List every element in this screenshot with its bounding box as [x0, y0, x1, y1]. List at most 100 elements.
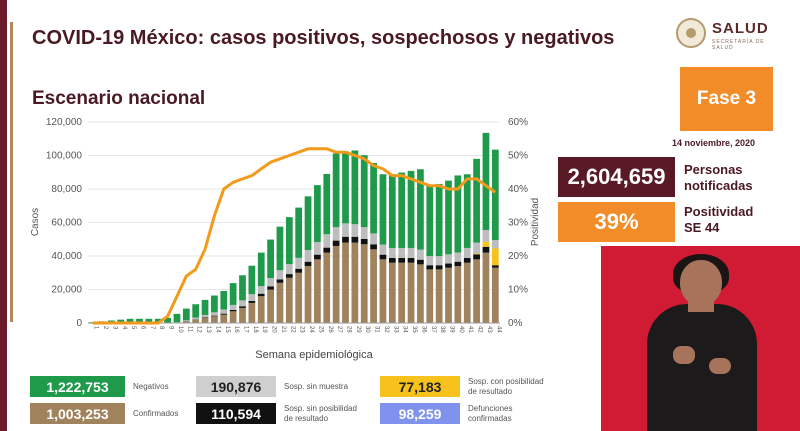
bar-segment — [276, 282, 284, 323]
bar-segment — [351, 236, 359, 243]
bar-segment — [285, 217, 293, 265]
bar-segment — [323, 252, 331, 323]
bar-segment — [220, 313, 228, 315]
bar-segment — [117, 319, 125, 323]
page-title: COVID-19 México: casos positivos, sospec… — [32, 27, 615, 49]
bar-segment — [295, 272, 303, 323]
bar-segment — [182, 320, 190, 322]
x-tick-label: 43 — [486, 326, 492, 333]
bar-segment — [473, 242, 480, 254]
bar-segment — [201, 299, 209, 315]
bar-segment — [164, 317, 171, 323]
x-tick-label: 22 — [289, 326, 295, 333]
x-tick-label: 1 — [93, 326, 99, 330]
bar-segment — [435, 183, 443, 256]
x-tick-label: 40 — [458, 326, 464, 333]
y2-tick-label: 30% — [508, 218, 528, 229]
bar-segment — [323, 234, 331, 248]
y2-axis-label: Positividad — [530, 198, 541, 246]
kpi-positivity-label: Positividad SE 44 — [684, 204, 753, 236]
bar-segment — [136, 318, 143, 323]
bar-segment — [154, 318, 162, 323]
bar-segment — [342, 223, 349, 237]
bar-segment — [360, 155, 368, 228]
x-tick-label: 13 — [205, 326, 211, 333]
bar-segment — [454, 261, 462, 267]
bar-segment — [267, 239, 274, 279]
bar-segment — [435, 265, 443, 270]
bar-segment — [473, 259, 480, 323]
bar-segment — [445, 254, 452, 264]
bar-segment — [304, 261, 312, 267]
phase-badge: Fase 3 — [680, 67, 773, 131]
bar-segment — [267, 278, 274, 287]
bar-segment — [360, 227, 368, 239]
bar-segment — [417, 264, 424, 323]
bar-segment — [182, 308, 190, 321]
bar-segment — [426, 256, 434, 266]
bar-segment — [398, 247, 406, 259]
x-tick-label: 2 — [102, 326, 108, 330]
x-tick-label: 28 — [346, 326, 352, 333]
bar-segment — [342, 236, 349, 243]
page-subtitle: Escenario nacional — [32, 88, 206, 109]
bar-segment — [332, 227, 340, 241]
bar-segment — [463, 247, 471, 259]
y2-tick-label: 0% — [508, 318, 523, 329]
bar-segment — [276, 226, 284, 271]
interpreter-face — [680, 260, 722, 306]
bar-segment — [388, 262, 396, 323]
bar-segment — [295, 207, 303, 258]
bar-segment — [332, 240, 340, 246]
bar-segment — [482, 246, 490, 253]
y2-tick-label: 10% — [508, 285, 528, 296]
x-tick-label: 8 — [158, 326, 164, 330]
bar-segment — [482, 252, 490, 323]
bar-segment — [398, 262, 406, 323]
x-tick-label: 21 — [280, 326, 286, 333]
x-tick-label: 35 — [411, 326, 417, 333]
y2-tick-label: 20% — [508, 251, 528, 262]
cases-chart: 0 20,000 40,000 60,000 80,000 100,000 120,000 0… — [30, 117, 541, 361]
legend-sosp-con-posibilidad-label: Sosp. con posibilidad de resultado — [468, 377, 544, 396]
bar-segment — [379, 174, 387, 245]
bar-segment — [323, 173, 331, 235]
bar-segment — [314, 259, 321, 323]
bar-segment — [285, 277, 293, 323]
bar-segment — [220, 314, 228, 323]
x-tick-label: 16 — [233, 326, 239, 333]
bar-segment — [445, 267, 452, 323]
bar-segment — [342, 242, 349, 323]
bar-segment — [407, 262, 415, 323]
bar-segment — [229, 311, 237, 323]
bar-segment — [276, 279, 284, 283]
x-axis-label: Semana epidemiológica — [255, 349, 373, 361]
legend-sosp-sin-posibilidad-label: Sosp. sin posibilidad de resultado — [284, 404, 357, 423]
bar-segment — [491, 265, 499, 268]
salud-logo: SALUD SECRETARÍA DE SALUD — [676, 18, 788, 52]
bar-segment — [248, 265, 256, 295]
bar-segment — [398, 258, 406, 263]
x-tick-label: 20 — [271, 326, 277, 333]
x-tick-label: 26 — [327, 326, 333, 333]
bar-segment — [388, 174, 396, 248]
x-tick-label: 18 — [252, 326, 258, 333]
y-tick-label: 20,000 — [51, 285, 82, 296]
bar-segment — [182, 321, 190, 323]
x-tick-label: 19 — [261, 326, 267, 333]
bar-segment — [229, 283, 237, 305]
bar-segment — [248, 294, 256, 301]
legend-confirmados-label: Confirmados — [133, 409, 179, 418]
y-tick-label: 120,000 — [46, 117, 83, 128]
bar-segment — [463, 174, 471, 248]
bar-segment — [463, 262, 471, 323]
x-tick-label: 17 — [243, 326, 249, 333]
kpi-notified-label: Personas notificadas — [684, 162, 753, 194]
x-tick-label: 39 — [449, 326, 455, 333]
x-tick-label: 32 — [383, 326, 389, 333]
bar-segment — [426, 265, 434, 270]
bar-segment — [314, 254, 321, 260]
bar-segment — [342, 151, 349, 224]
x-tick-label: 7 — [149, 326, 155, 330]
bar-segment — [239, 300, 246, 307]
